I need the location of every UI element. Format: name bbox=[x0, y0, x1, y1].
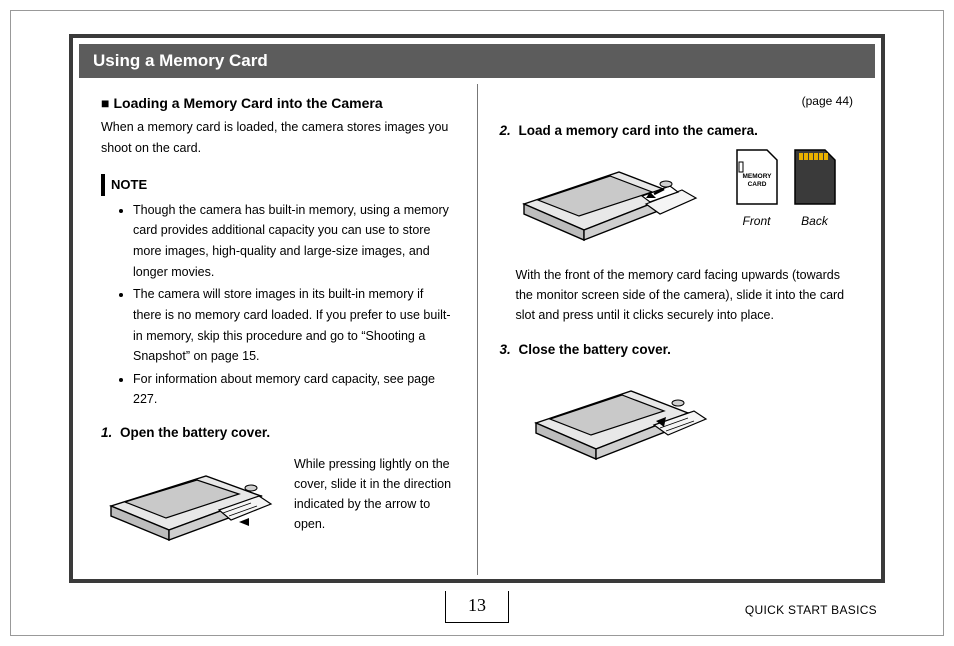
note-item: For information about memory card capaci… bbox=[133, 369, 455, 410]
step-1-text: While pressing lightly on the cover, sli… bbox=[294, 450, 455, 534]
page-reference: (page 44) bbox=[500, 92, 854, 112]
page-frame: Using a Memory Card ■Loading a Memory Ca… bbox=[69, 34, 885, 583]
step-number: 1. bbox=[101, 425, 112, 440]
step-2-illustrations: MEMORY CARD Front bbox=[518, 148, 854, 255]
intro-paragraph: When a memory card is loaded, the camera… bbox=[101, 117, 455, 158]
camera-open-cover-illustration bbox=[101, 450, 276, 552]
step-label: Open the battery cover. bbox=[120, 425, 270, 440]
step-number: 3. bbox=[500, 342, 511, 357]
step-number: 2. bbox=[500, 123, 511, 138]
heading-text: Loading a Memory Card into the Camera bbox=[113, 95, 382, 111]
step-2-description: With the front of the memory card facing… bbox=[516, 265, 854, 325]
note-heading: NOTE bbox=[101, 174, 455, 195]
two-column-content: ■Loading a Memory Card into the Camera W… bbox=[73, 78, 881, 575]
step-3-heading: 3. Close the battery cover. bbox=[500, 339, 854, 361]
heading-marker-icon: ■ bbox=[101, 95, 109, 111]
camera-close-cover-illustration bbox=[530, 367, 854, 474]
note-item: Though the camera has built-in memory, u… bbox=[133, 200, 455, 283]
left-column: ■Loading a Memory Card into the Camera W… bbox=[79, 84, 478, 575]
step-label: Close the battery cover. bbox=[519, 342, 671, 357]
step-2-heading: 2. Load a memory card into the camera. bbox=[500, 120, 854, 142]
sd-label-line1: MEMORY bbox=[742, 173, 772, 180]
sd-card-back-icon bbox=[791, 148, 839, 208]
page-number: 13 bbox=[445, 591, 509, 623]
step-1-heading: 1. Open the battery cover. bbox=[101, 422, 455, 444]
sd-card-front-icon: MEMORY CARD bbox=[733, 148, 781, 208]
subsection-heading: ■Loading a Memory Card into the Camera bbox=[101, 92, 455, 115]
card-back-label: Back bbox=[791, 212, 839, 232]
page-outer-border: Using a Memory Card ■Loading a Memory Ca… bbox=[10, 10, 944, 636]
memory-card-diagram: MEMORY CARD Front bbox=[733, 148, 839, 232]
step-1-body: While pressing lightly on the cover, sli… bbox=[101, 450, 455, 552]
right-column: (page 44) 2. Load a memory card into the… bbox=[478, 84, 876, 575]
sd-label-line2: CARD bbox=[747, 181, 766, 188]
note-list: Though the camera has built-in memory, u… bbox=[101, 200, 455, 410]
camera-insert-card-illustration bbox=[518, 148, 703, 255]
step-label: Load a memory card into the camera. bbox=[519, 123, 758, 138]
footer-section-label: QUICK START BASICS bbox=[745, 603, 877, 617]
card-front-label: Front bbox=[733, 212, 781, 232]
section-title-bar: Using a Memory Card bbox=[79, 44, 875, 78]
note-item: The camera will store images in its buil… bbox=[133, 284, 455, 367]
